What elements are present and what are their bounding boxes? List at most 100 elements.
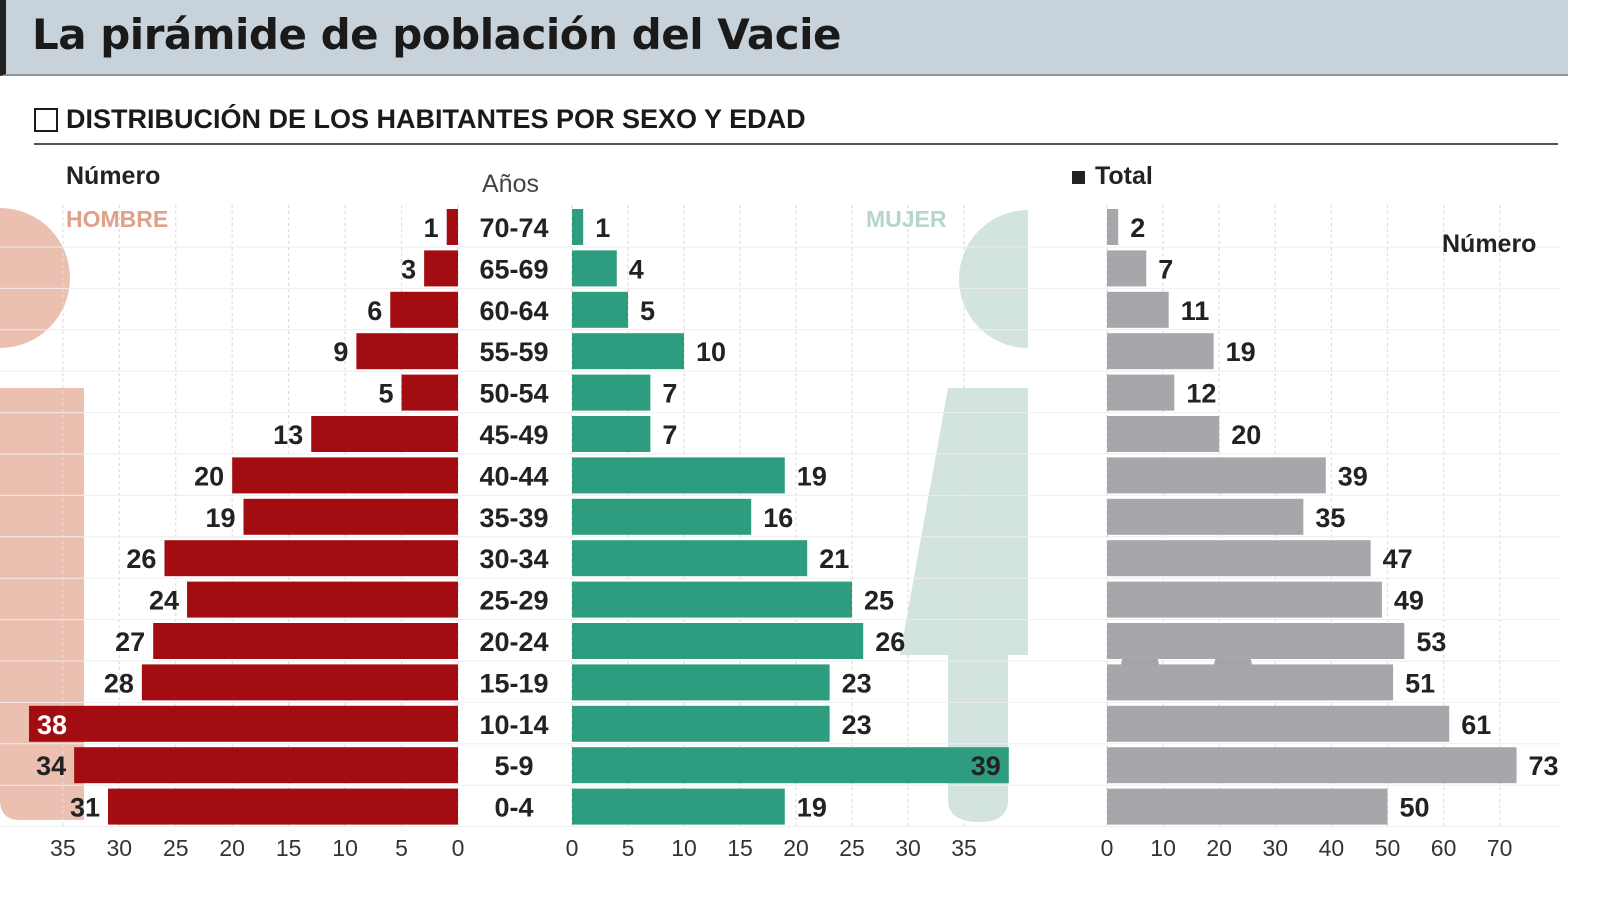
mujer-bar [572, 333, 684, 370]
x-tick-label: 0 [1101, 835, 1114, 861]
hombre-bar [356, 333, 458, 370]
total-bar [1107, 705, 1450, 742]
age-label: 45-49 [479, 420, 548, 450]
age-label: 30-34 [479, 544, 548, 574]
x-tick-label: 20 [219, 835, 245, 861]
value-label: 1 [424, 213, 439, 243]
hombre-bar [164, 540, 458, 577]
female-silhouette-body [900, 388, 1028, 822]
subtitle-text: DISTRIBUCIÓN DE LOS HABITANTES POR SEXO … [66, 104, 806, 134]
mujer-bar [572, 623, 864, 659]
value-label: 49 [1394, 586, 1424, 616]
value-label: 13 [273, 420, 303, 450]
value-label: 20 [1231, 420, 1261, 450]
value-label: 34 [36, 751, 66, 781]
mujer-bar [572, 664, 830, 701]
x-tick-label: 30 [107, 835, 133, 861]
male-silhouette-head [0, 208, 70, 348]
title-banner: La pirámide de población del Vacie [0, 0, 1568, 76]
age-label: 5-9 [494, 751, 533, 781]
value-label: 9 [333, 337, 348, 367]
age-label: 70-74 [479, 213, 548, 243]
mujer-bar [572, 705, 830, 742]
mujer-label: MUJER [866, 206, 947, 232]
mujer-bar [572, 291, 628, 328]
value-label: 7 [662, 420, 677, 450]
mujer-bar [572, 540, 808, 577]
total-bar [1107, 747, 1517, 784]
value-label: 5 [379, 379, 394, 409]
mujer-bar [572, 209, 584, 245]
hombre-bar [141, 664, 458, 701]
value-label: 7 [1158, 254, 1173, 284]
value-label: 19 [205, 503, 235, 533]
value-label: 39 [1338, 461, 1368, 491]
value-label: 6 [367, 296, 382, 326]
hombre-bar [390, 291, 458, 328]
x-tick-label: 30 [895, 835, 921, 861]
mujer-bar [572, 374, 651, 411]
age-label: 35-39 [479, 503, 548, 533]
value-label: 20 [194, 461, 224, 491]
hombre-bar [401, 374, 458, 411]
total-bar [1107, 581, 1382, 618]
value-label: 23 [842, 668, 872, 698]
value-label: 19 [797, 793, 827, 823]
value-label: 19 [797, 461, 827, 491]
hombre-bar [311, 416, 458, 452]
numero-label-right: Número [1442, 230, 1537, 258]
age-label: 55-59 [479, 337, 548, 367]
x-tick-label: 40 [1319, 835, 1345, 861]
x-tick-label: 5 [395, 835, 408, 861]
age-label: 40-44 [479, 461, 548, 491]
age-label: 25-29 [479, 586, 548, 616]
hombre-bar [187, 581, 459, 618]
numero-label-left: Número [66, 162, 161, 190]
value-label: 51 [1405, 668, 1435, 698]
hombre-bar [424, 250, 458, 287]
x-tick-label: 60 [1431, 835, 1457, 861]
female-silhouette-head [959, 210, 1028, 348]
x-tick-label: 35 [951, 835, 977, 861]
total-bar [1107, 664, 1394, 701]
value-label: 61 [1461, 710, 1491, 740]
x-tick-label: 30 [1263, 835, 1289, 861]
subtitle: DISTRIBUCIÓN DE LOS HABITANTES POR SEXO … [34, 104, 806, 135]
value-label: 19 [1226, 337, 1256, 367]
mujer-bar [572, 788, 785, 825]
total-bar [1107, 374, 1175, 411]
hombre-bar [108, 788, 458, 825]
page-title: La pirámide de población del Vacie [32, 10, 842, 59]
legend-square-icon [1072, 171, 1085, 184]
value-label: 1 [595, 213, 610, 243]
x-tick-label: 25 [163, 835, 189, 861]
value-label: 10 [696, 337, 726, 367]
value-label: 50 [1400, 793, 1430, 823]
hombre-bar [153, 623, 459, 659]
age-label: 15-19 [479, 668, 548, 698]
mujer-bar [572, 457, 785, 494]
hombre-bar [243, 498, 458, 535]
value-label: 25 [864, 586, 894, 616]
value-label: 73 [1529, 751, 1559, 781]
value-label: 3 [401, 254, 416, 284]
value-label: 39 [971, 751, 1001, 781]
hombre-label: HOMBRE [66, 206, 169, 232]
value-label: 11 [1181, 296, 1210, 326]
value-label: 4 [629, 254, 644, 284]
x-tick-label: 25 [839, 835, 865, 861]
x-tick-label: 15 [727, 835, 753, 861]
total-bar [1107, 209, 1119, 245]
x-tick-label: 0 [566, 835, 579, 861]
total-bar [1107, 788, 1388, 825]
total-bar [1107, 333, 1214, 370]
total-bar [1107, 250, 1147, 287]
value-label: 53 [1416, 627, 1446, 657]
mujer-bar [572, 498, 752, 535]
value-label: 7 [662, 379, 677, 409]
total-bar [1107, 498, 1304, 535]
value-label: 26 [875, 627, 905, 657]
age-label: 20-24 [479, 627, 548, 657]
total-legend: Total [1072, 162, 1153, 191]
